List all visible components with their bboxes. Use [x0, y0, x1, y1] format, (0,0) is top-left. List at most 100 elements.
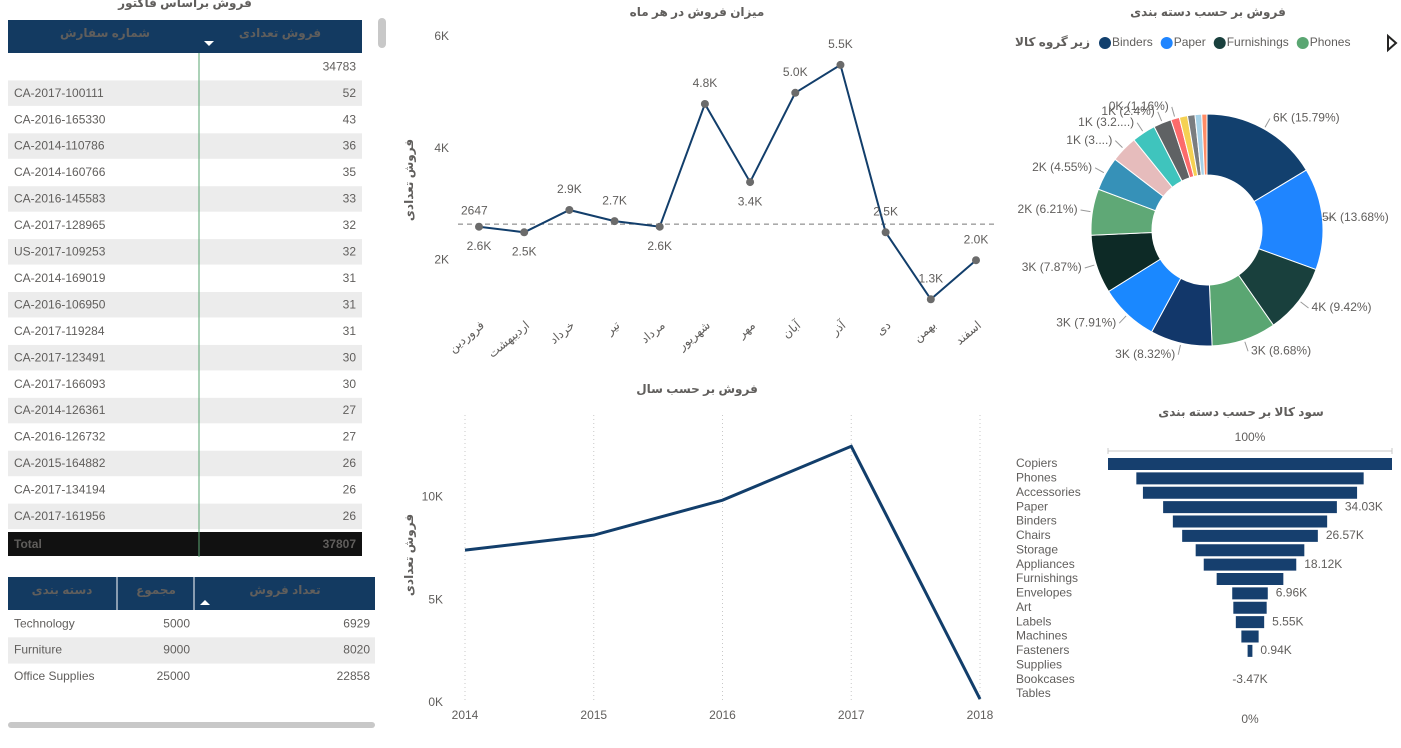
leader-line: [1094, 167, 1105, 174]
data-label: 3.4K: [738, 194, 763, 208]
data-label: 2K (6.21%): [1018, 202, 1078, 216]
data-label: 4K (9.42%): [1312, 300, 1372, 314]
funnel-bar: [1163, 501, 1337, 514]
data-label: 3K (7.91%): [1056, 315, 1116, 329]
data-label: 2.6K: [647, 239, 672, 253]
data-label: 6.96K: [1276, 586, 1307, 600]
row-background: [8, 637, 375, 664]
x-tick-label: فروردین: [446, 318, 488, 356]
x-tick-label: خرداد: [547, 318, 578, 348]
data-point: [926, 295, 935, 304]
sort-icon[interactable]: [200, 600, 210, 605]
data-label: 34.03K: [1345, 499, 1383, 513]
reference-label: 2647: [461, 203, 488, 217]
total-label: Total: [14, 537, 42, 551]
leader-line: [1114, 140, 1123, 149]
data-point: [520, 228, 529, 237]
category-label: Phones: [1016, 471, 1057, 485]
order-id: CA-2014-169019: [14, 271, 106, 285]
table-header: [8, 577, 375, 610]
x-tick-label: 2015: [580, 708, 607, 722]
category-name: Technology: [14, 616, 75, 630]
x-tick-label: مرداد: [638, 318, 668, 347]
table-title: فروش براساس فاکتور: [117, 0, 252, 11]
funnel-bar: [1108, 458, 1392, 470]
y-tick-label: 0K: [428, 695, 443, 709]
order-id: CA-2017-100111: [14, 86, 104, 100]
data-label: 2.0K: [964, 232, 989, 246]
cell-value: 36: [343, 139, 357, 153]
data-point: [746, 178, 755, 187]
legend-marker: [1213, 37, 1226, 49]
chart-title: سود کالا بر حسب دسته بندی: [1158, 405, 1324, 420]
cell-value: 34783: [323, 59, 357, 73]
order-id: CA-2015-164882: [14, 456, 106, 470]
data-label: 18.12K: [1304, 557, 1342, 571]
leader-line: [1171, 106, 1176, 117]
data-point: [610, 217, 619, 226]
leader-line: [1157, 111, 1163, 122]
data-label: 2.7K: [602, 193, 627, 207]
category-label: Machines: [1016, 629, 1067, 643]
x-tick-label: آذر: [827, 317, 850, 340]
cell-value: 31: [343, 271, 357, 285]
leader-line: [1324, 217, 1335, 220]
row-background: [8, 80, 362, 106]
data-label: 5K (13.68%): [1322, 210, 1389, 224]
cell-value: 30: [343, 350, 357, 364]
cell-value: 22858: [337, 669, 371, 683]
data-label: 6K (15.79%): [1273, 111, 1340, 125]
legend-marker: [1296, 37, 1309, 49]
leader-line: [1244, 341, 1249, 352]
x-tick-label: 2014: [452, 708, 479, 722]
legend-title: زیر گروه کالا: [1015, 35, 1090, 50]
funnel-bar: [1203, 558, 1297, 571]
row-background: [8, 344, 362, 371]
x-tick-label: 2018: [967, 708, 994, 722]
category-name: Furniture: [14, 643, 62, 657]
sort-icon[interactable]: [204, 41, 214, 46]
order-id: CA-2017-134194: [14, 483, 106, 497]
category-label: Appliances: [1016, 557, 1075, 571]
order-id: CA-2014-126361: [14, 403, 106, 417]
x-tick-label: تیر: [602, 318, 623, 339]
category-label: Chairs: [1016, 528, 1051, 542]
data-label: 3K (8.32%): [1115, 347, 1175, 361]
order-id: CA-2017-123491: [14, 350, 106, 364]
legend-next[interactable]: [1387, 33, 1398, 53]
data-point: [475, 222, 483, 231]
cell-value: 43: [343, 112, 357, 126]
column-header: تعداد فروش: [249, 583, 320, 598]
cell-value: 31: [343, 324, 357, 338]
order-id: CA-2017-119284: [14, 324, 105, 338]
leader-line: [1177, 344, 1181, 355]
data-label: 1K (3.2....): [1078, 115, 1134, 129]
cell-value: 26: [343, 483, 357, 497]
x-tick-label: بهمن: [911, 318, 940, 346]
cell-value: 25000: [157, 669, 191, 683]
y-axis-title: فروش تعدادی: [402, 139, 417, 221]
row-background: [8, 503, 362, 530]
funnel-bar: [1142, 486, 1358, 499]
x-tick-label: 2017: [838, 708, 865, 722]
row-background: [8, 133, 362, 159]
chart-title: فروش بر حسب سال: [636, 382, 758, 397]
cell-value: 8020: [343, 643, 370, 657]
x-tick-label: آبان: [779, 317, 804, 341]
scrollbar[interactable]: [378, 18, 386, 48]
leader-line: [1136, 122, 1144, 132]
cell-value: 52: [343, 86, 357, 100]
x-tick-label: دی: [873, 318, 893, 338]
category-label: Fasteners: [1016, 643, 1069, 657]
row-background: [8, 239, 362, 265]
category-label: Accessories: [1016, 485, 1081, 499]
chart-title: فروش بر حسب دسته بندی: [1130, 5, 1286, 20]
category-label: Paper: [1016, 499, 1048, 513]
category-name: Office Supplies: [14, 669, 95, 683]
data-point: [791, 88, 800, 97]
legend-label: Phones: [1310, 35, 1351, 49]
scrollbar[interactable]: [8, 722, 375, 728]
funnel-bar: [1216, 573, 1284, 585]
legend-marker: [1099, 37, 1111, 49]
cell-value: 33: [343, 192, 357, 206]
